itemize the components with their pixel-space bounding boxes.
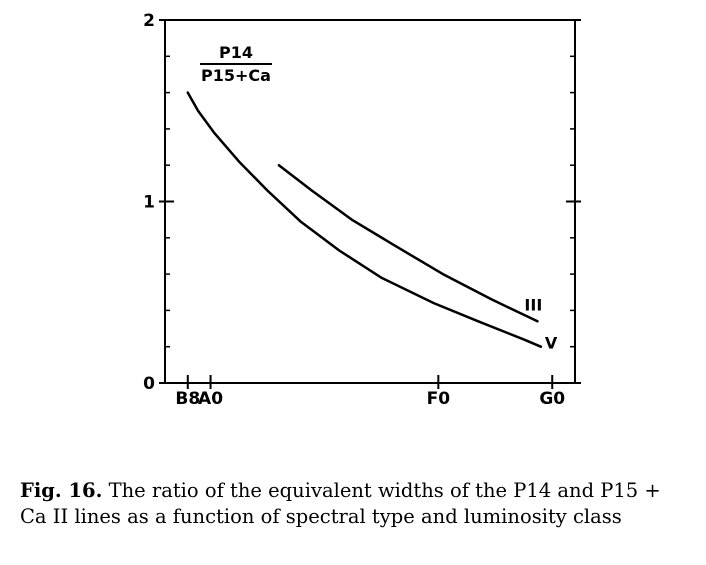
y-tick-label: 1	[143, 193, 155, 213]
series-label-iii: III	[524, 295, 542, 314]
ratio-numerator: P14	[219, 43, 253, 62]
ratio-label: P14 P15+Ca	[200, 43, 272, 85]
series-layer: V III	[186, 91, 558, 353]
series-label-v: V	[545, 334, 558, 353]
caption-text: The ratio of the equivalent widths of th…	[20, 479, 661, 528]
minor-ticks	[165, 55, 575, 348]
series-line-v	[186, 91, 543, 348]
ratio-denominator: P15+Ca	[201, 66, 271, 85]
series-line-iii	[277, 163, 539, 323]
x-tick-label: B8	[175, 389, 200, 409]
x-tick-label: F0	[427, 389, 451, 409]
y-tick-label: 0	[143, 374, 155, 394]
figure-caption: Fig. 16. The ratio of the equivalent wid…	[20, 478, 690, 530]
y-tick-label: 2	[143, 11, 155, 31]
y-axis-ticks: 0 1 2	[143, 11, 581, 394]
x-tick-label: A0	[198, 389, 223, 409]
caption-label: Fig. 16.	[20, 479, 103, 502]
x-tick-label: G0	[539, 389, 565, 409]
